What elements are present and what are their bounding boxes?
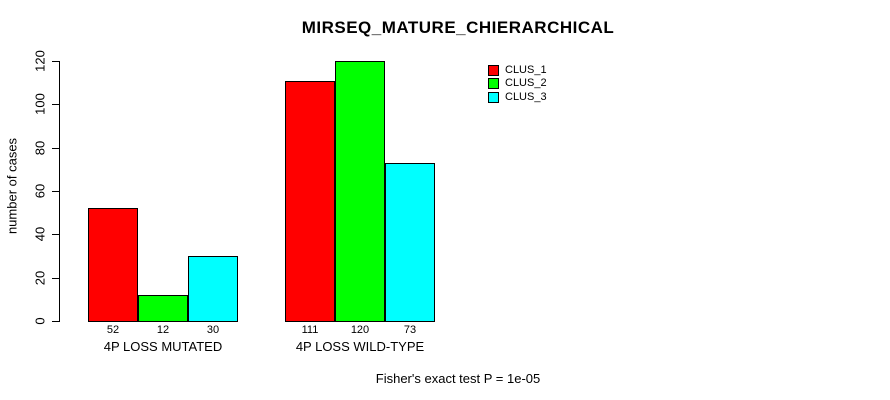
bar-value-label: 12 [156, 324, 170, 336]
bar-clus_2-1 [138, 295, 188, 322]
bar-clus_1-2 [285, 81, 335, 322]
y-axis-line [59, 61, 60, 322]
chart-title: MIRSEQ_MATURE_CHIERARCHICAL [301, 18, 615, 37]
bar-clus_3-2 [385, 163, 435, 322]
y-tick-label: 0 [32, 317, 48, 325]
y-tick-label: 80 [32, 140, 48, 156]
y-tick-mark [52, 278, 59, 279]
bar-clus_2-2 [335, 61, 385, 322]
y-tick-label: 100 [32, 93, 48, 115]
category-label: 4P LOSS WILD-TYPE [295, 339, 425, 354]
y-tick-mark [52, 104, 59, 105]
y-tick-mark [52, 148, 59, 149]
legend-label-clus_2: CLUS_2 [505, 77, 547, 89]
y-tick-label: 20 [32, 270, 48, 286]
legend-label-clus_1: CLUS_1 [505, 64, 547, 76]
statistical-test-note: Fisher's exact test P = 1e-05 [375, 371, 541, 386]
y-tick-mark [52, 321, 59, 322]
bar-value-label: 73 [403, 324, 417, 336]
y-tick-label: 60 [32, 183, 48, 199]
legend-swatch-clus_2 [488, 78, 499, 89]
y-tick-label: 120 [32, 50, 48, 72]
bar-value-label: 52 [106, 324, 120, 336]
legend-swatch-clus_1 [488, 65, 499, 76]
y-tick-mark [52, 191, 59, 192]
bar-clus_3-1 [188, 256, 238, 322]
y-tick-mark [52, 61, 59, 62]
y-axis-label: number of cases [4, 137, 20, 235]
category-label: 4P LOSS MUTATED [103, 339, 223, 354]
bar-value-label: 30 [206, 324, 220, 336]
bar-clus_1-1 [88, 208, 138, 322]
legend-label-clus_3: CLUS_3 [505, 91, 547, 103]
y-tick-label: 40 [32, 226, 48, 242]
bar-value-label: 120 [350, 324, 370, 336]
legend-swatch-clus_3 [488, 92, 499, 103]
bar-value-label: 111 [301, 324, 319, 336]
y-tick-mark [52, 234, 59, 235]
